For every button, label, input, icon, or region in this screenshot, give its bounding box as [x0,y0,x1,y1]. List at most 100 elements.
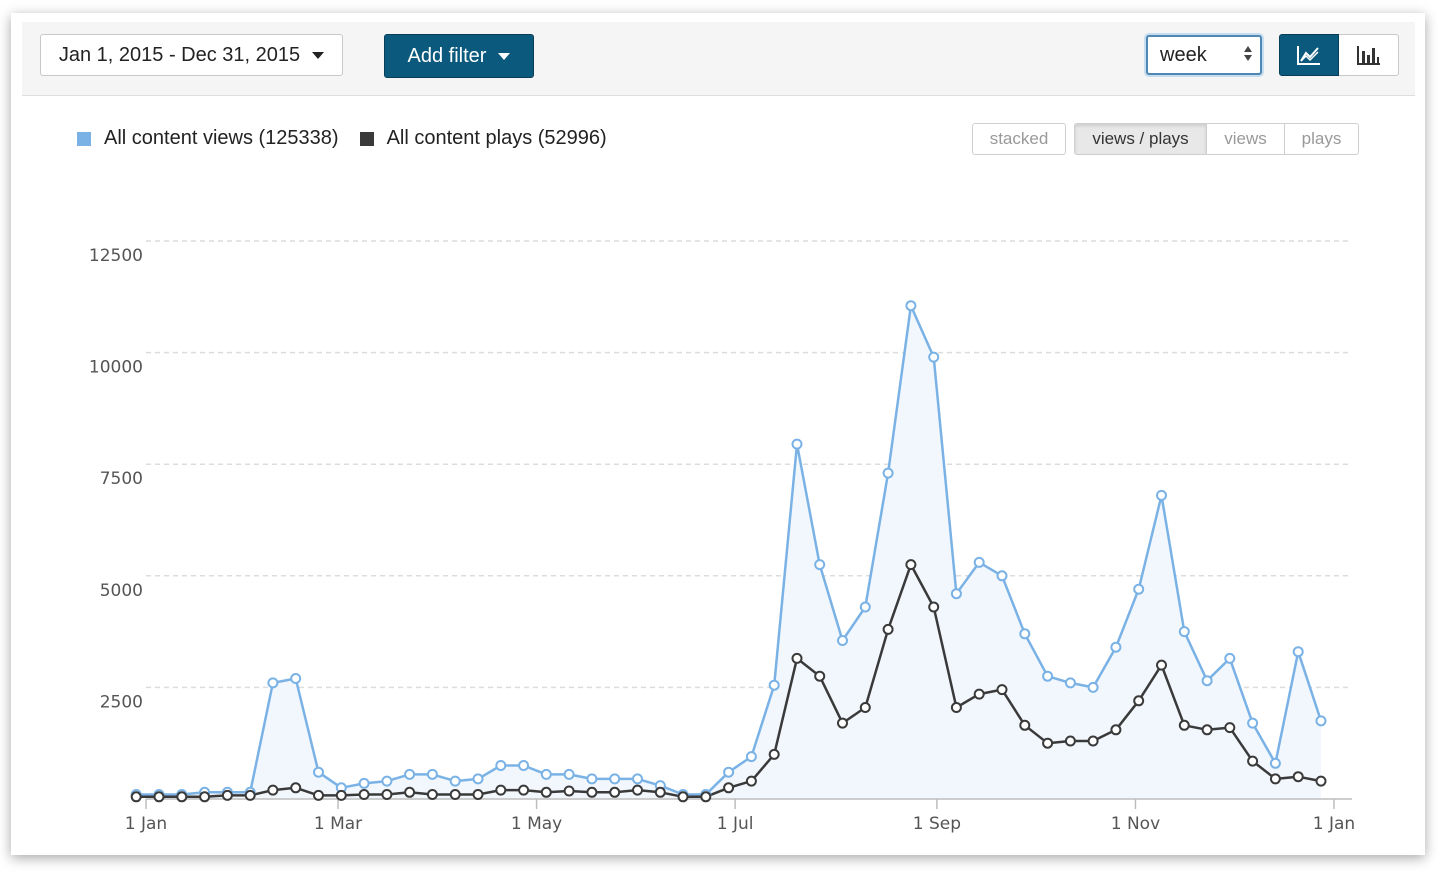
data-point-plays[interactable] [1156,659,1167,671]
date-range-button[interactable]: Jan 1, 2015 - Dec 31, 2015 [40,34,343,76]
data-point-views[interactable] [267,677,279,689]
data-point-plays[interactable] [837,717,848,729]
data-point-views[interactable] [609,773,621,785]
data-point-views[interactable] [723,766,735,778]
data-point-views[interactable] [1133,583,1145,595]
data-point-views[interactable] [358,777,370,789]
data-point-plays[interactable] [814,670,826,682]
data-point-views[interactable] [381,775,393,787]
data-point-plays[interactable] [1042,737,1054,749]
data-point-views[interactable] [495,760,507,771]
data-point-plays[interactable] [290,782,302,794]
data-point-plays[interactable] [1133,695,1145,707]
data-point-plays[interactable] [1269,773,1281,785]
data-point-views[interactable] [404,768,416,780]
legend-item-plays[interactable]: All content plays (52996) [359,127,607,150]
data-point-plays[interactable] [449,789,461,800]
data-point-plays[interactable] [267,784,279,796]
data-point-views[interactable] [1019,628,1031,640]
data-point-views[interactable] [973,556,985,568]
data-point-views[interactable] [745,751,757,763]
stacked-mode-button[interactable]: stacked [972,123,1066,155]
data-point-plays[interactable] [244,789,256,801]
data-point-plays[interactable] [1019,719,1031,731]
data-point-plays[interactable] [1064,735,1076,747]
legend-item-views[interactable]: All content views (125338) [77,127,339,150]
data-point-plays[interactable] [745,775,757,787]
data-point-plays[interactable] [996,684,1008,696]
data-point-views[interactable] [540,768,552,780]
data-point-plays[interactable] [950,702,962,713]
data-point-plays[interactable] [540,786,552,798]
data-point-views[interactable] [859,601,871,613]
data-point-plays[interactable] [700,791,712,803]
data-point-views[interactable] [768,679,780,691]
data-point-plays[interactable] [495,784,507,796]
data-point-plays[interactable] [335,789,347,801]
data-point-views[interactable] [791,438,803,450]
data-point-views[interactable] [814,559,826,571]
data-point-views[interactable] [472,773,484,785]
data-point-plays[interactable] [654,786,666,798]
data-point-plays[interactable] [130,791,142,803]
data-point-views[interactable] [1178,626,1190,638]
data-point-plays[interactable] [1315,775,1327,787]
data-point-views[interactable] [1315,715,1327,727]
data-point-plays[interactable] [1087,735,1099,747]
data-point-views[interactable] [905,300,917,312]
data-point-views[interactable] [426,768,438,780]
data-point-plays[interactable] [1247,755,1259,767]
data-point-plays[interactable] [905,559,917,571]
data-point-views[interactable] [1156,489,1167,501]
views-mode-button[interactable]: views [1207,123,1285,155]
add-filter-button[interactable]: Add filter [384,34,534,78]
data-point-plays[interactable] [1178,719,1190,731]
data-point-plays[interactable] [882,623,894,635]
data-point-plays[interactable] [199,791,211,803]
data-point-plays[interactable] [859,702,871,713]
data-point-views[interactable] [1269,757,1281,769]
data-point-views[interactable] [586,773,598,785]
data-point-plays[interactable] [1292,771,1304,783]
data-point-plays[interactable] [518,784,530,796]
data-point-views[interactable] [1110,641,1122,653]
data-point-plays[interactable] [563,785,575,797]
data-point-plays[interactable] [586,786,598,798]
data-point-plays[interactable] [153,791,165,803]
data-point-plays[interactable] [472,789,484,800]
data-point-views[interactable] [1087,681,1099,693]
period-select[interactable]: week [1146,35,1262,75]
data-point-views[interactable] [837,635,848,646]
data-point-plays[interactable] [973,688,985,700]
bar-chart-view-button[interactable] [1339,34,1399,76]
data-point-plays[interactable] [358,789,370,800]
data-point-plays[interactable] [404,786,416,798]
data-point-plays[interactable] [176,791,188,803]
data-point-views[interactable] [563,768,575,780]
data-point-plays[interactable] [677,791,689,803]
data-point-views[interactable] [928,351,940,363]
data-point-views[interactable] [449,775,461,787]
data-point-plays[interactable] [221,789,233,801]
data-point-views[interactable] [1042,670,1054,682]
data-point-plays[interactable] [426,789,438,800]
data-point-views[interactable] [1201,675,1213,687]
data-point-plays[interactable] [1110,724,1122,736]
plays-mode-button[interactable]: plays [1285,123,1359,155]
data-point-plays[interactable] [768,748,780,760]
views-plays-mode-button[interactable]: views / plays [1074,123,1207,155]
data-point-plays[interactable] [1224,722,1236,734]
data-point-views[interactable] [996,570,1008,582]
data-point-plays[interactable] [723,782,735,794]
data-point-views[interactable] [1064,677,1076,689]
data-point-views[interactable] [950,588,962,600]
data-point-views[interactable] [518,760,530,771]
line-chart-view-button[interactable] [1279,34,1339,76]
data-point-plays[interactable] [1201,724,1213,736]
data-point-plays[interactable] [791,652,803,664]
data-point-views[interactable] [313,766,324,778]
data-point-views[interactable] [632,773,643,785]
data-point-views[interactable] [1247,717,1259,729]
data-point-plays[interactable] [928,601,940,613]
data-point-views[interactable] [1292,646,1304,658]
